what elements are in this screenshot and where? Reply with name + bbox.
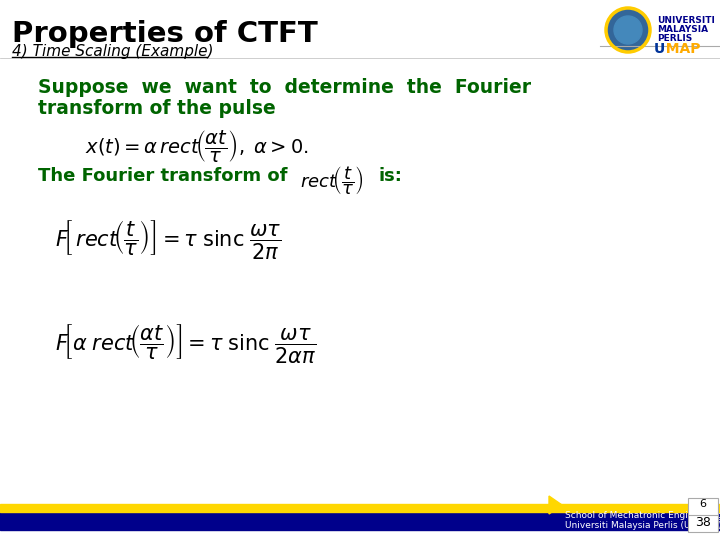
Circle shape — [614, 16, 642, 44]
Text: U: U — [654, 42, 665, 56]
Text: $F\!\left[\alpha\;rect\!\left(\dfrac{\alpha t}{\tau}\right)\right] = \tau\;\math: $F\!\left[\alpha\;rect\!\left(\dfrac{\al… — [55, 322, 317, 365]
Text: PERLIS: PERLIS — [657, 34, 692, 43]
Text: is:: is: — [378, 167, 402, 185]
Text: transform of the pulse: transform of the pulse — [38, 99, 276, 118]
Text: MAP: MAP — [663, 42, 701, 56]
Bar — [0, 504, 720, 512]
Polygon shape — [549, 496, 562, 514]
Text: $x(t) = \alpha\,rect\!\left(\dfrac{\alpha t}{\tau}\right),\;\alpha > 0.$: $x(t) = \alpha\,rect\!\left(\dfrac{\alph… — [85, 128, 309, 164]
Text: The Fourier transform of: The Fourier transform of — [38, 167, 287, 185]
Text: Universiti Malaysia Perlis (UniMAP): Universiti Malaysia Perlis (UniMAP) — [565, 522, 720, 530]
Text: School of Mechatronic Engineering: School of Mechatronic Engineering — [565, 511, 720, 521]
Text: 38: 38 — [695, 516, 711, 529]
Text: $F\!\left[\,rect\!\left(\dfrac{t}{\tau}\right)\right] = \tau\;\mathrm{sinc}\;\df: $F\!\left[\,rect\!\left(\dfrac{t}{\tau}\… — [55, 218, 282, 261]
Text: Properties of CTFT: Properties of CTFT — [12, 20, 318, 48]
Text: UNIVERSITI: UNIVERSITI — [657, 16, 715, 25]
Text: MALAYSIA: MALAYSIA — [657, 25, 708, 34]
Circle shape — [606, 8, 650, 52]
Text: 4) Time Scaling (Example): 4) Time Scaling (Example) — [12, 44, 214, 59]
Text: 6: 6 — [700, 499, 706, 509]
Text: Suppose  we  want  to  determine  the  Fourier: Suppose we want to determine the Fourier — [38, 78, 531, 97]
Bar — [0, 512, 720, 530]
Bar — [688, 498, 718, 532]
Text: $rect\!\left(\dfrac{t}{\tau}\right)$: $rect\!\left(\dfrac{t}{\tau}\right)$ — [300, 164, 364, 197]
